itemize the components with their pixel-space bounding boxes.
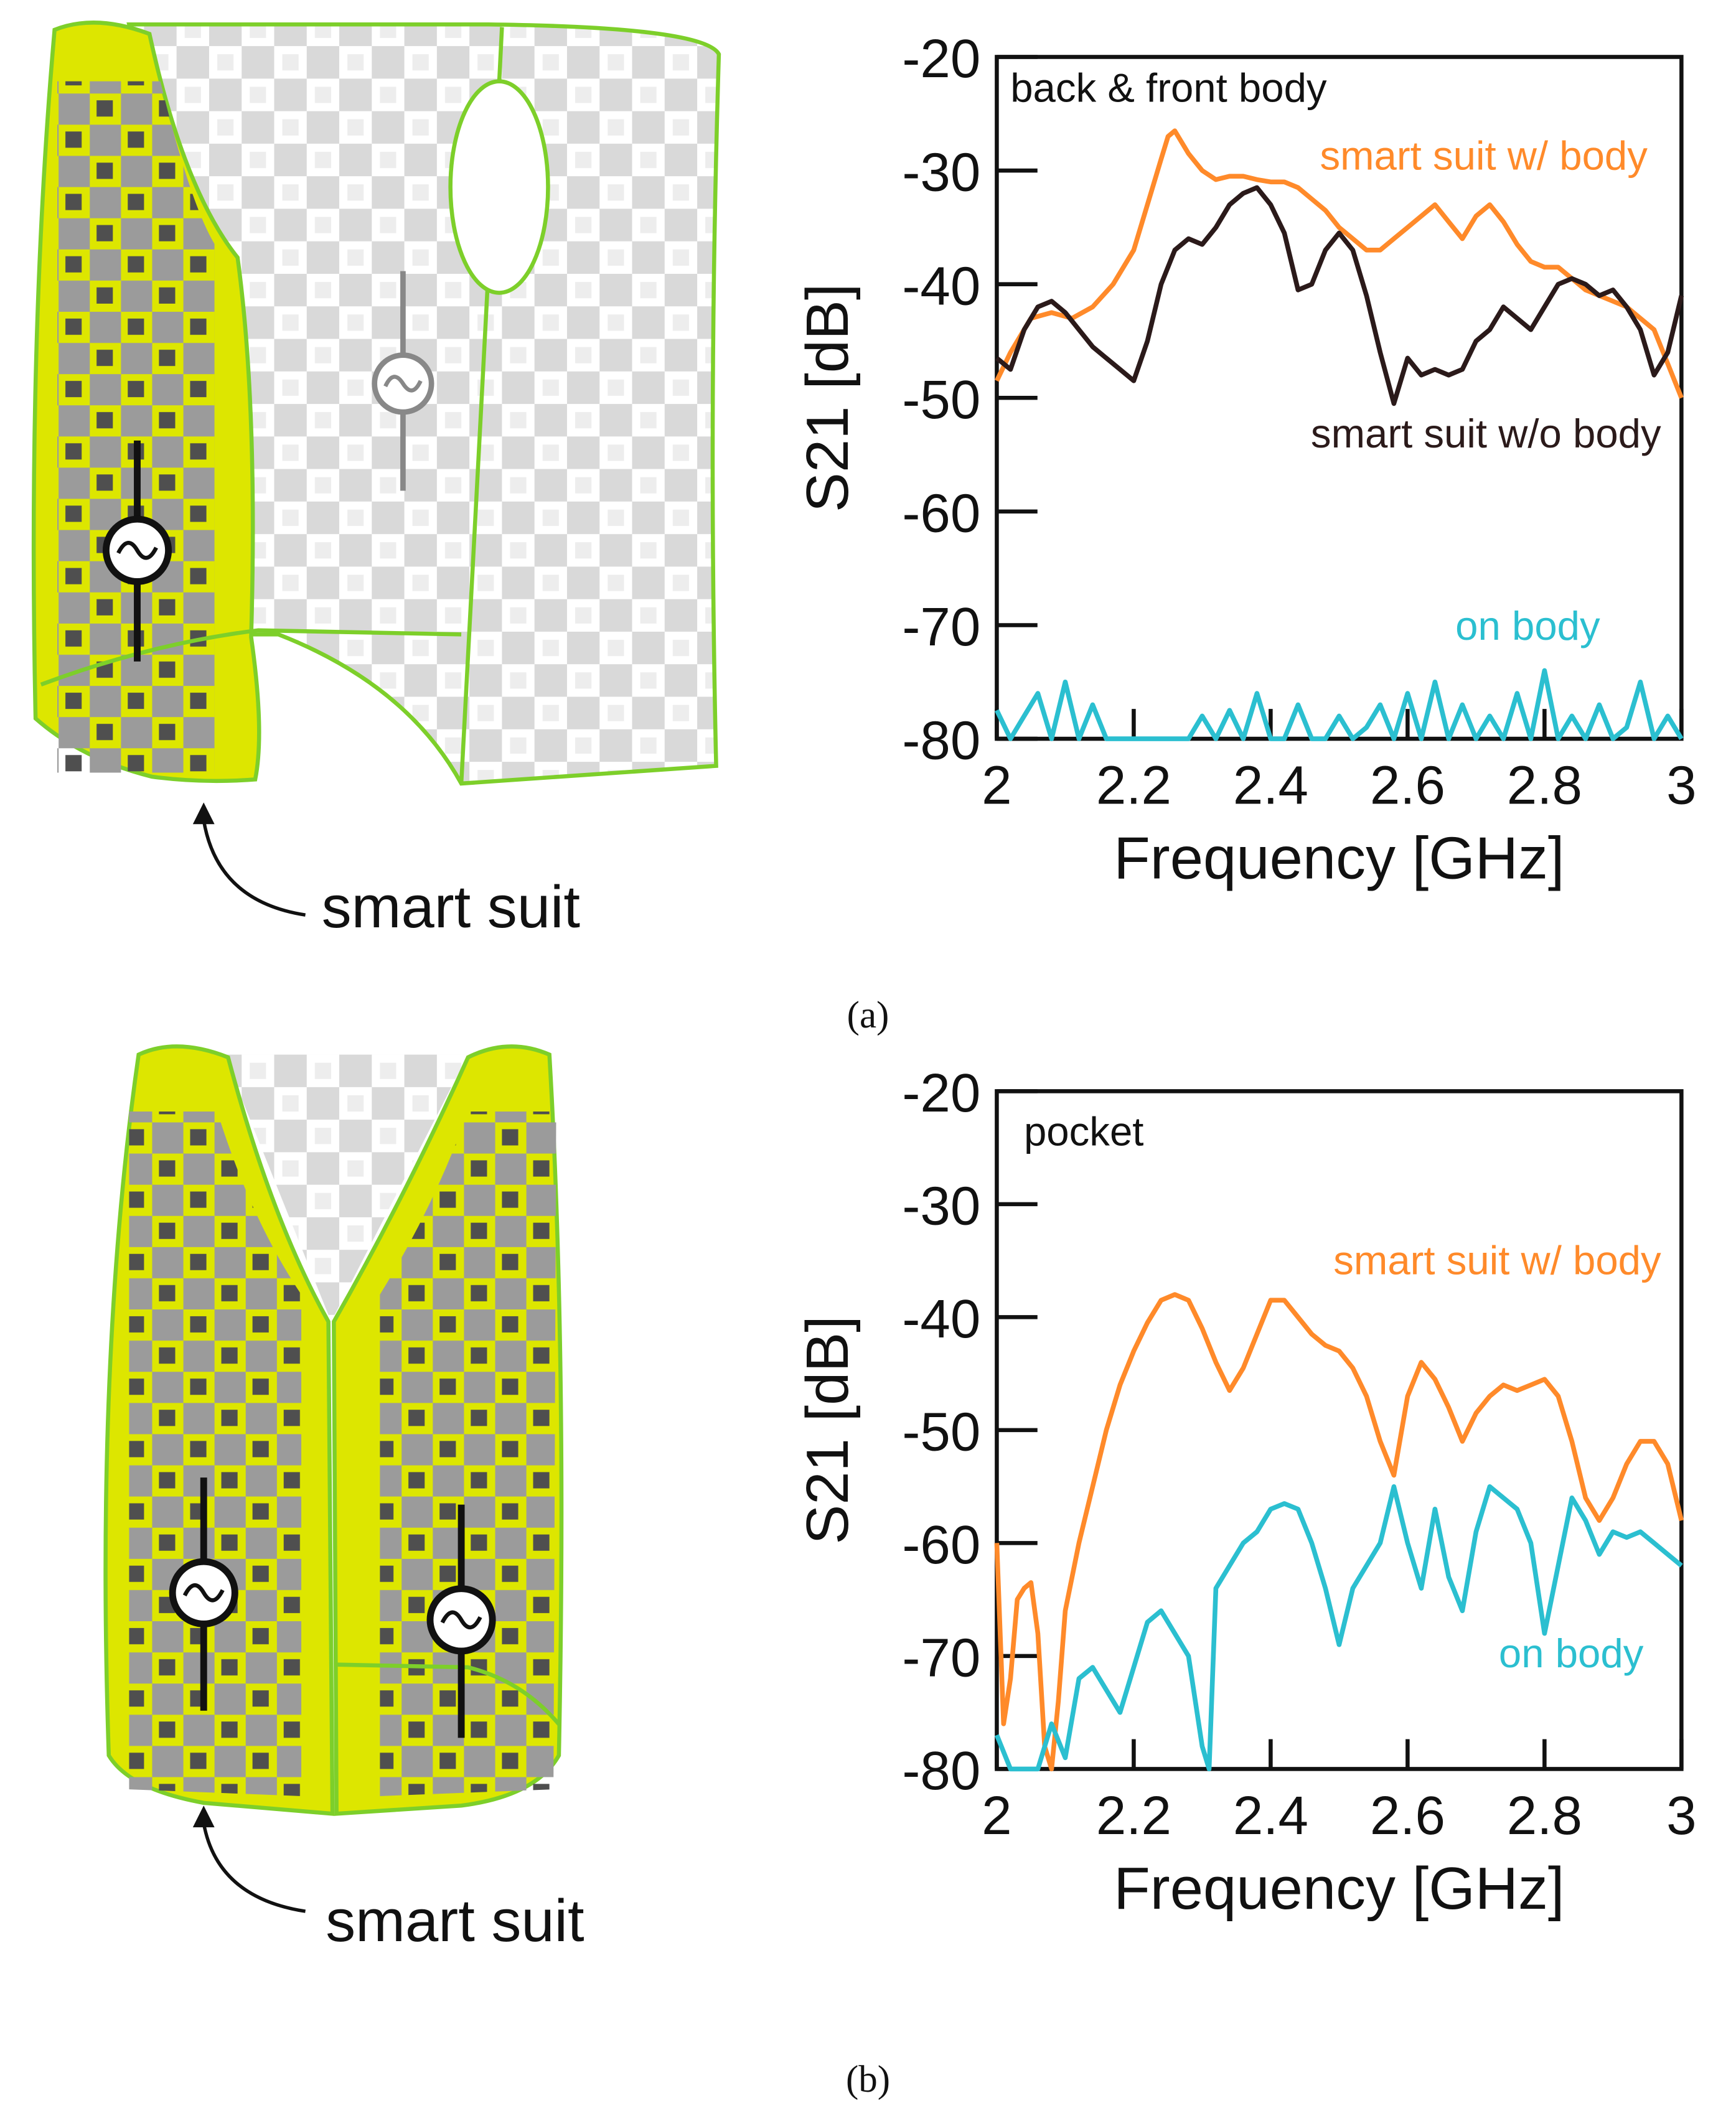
vest-label-arrowhead-a	[192, 802, 215, 825]
vest-checker-right-b	[380, 1112, 556, 1796]
x-tick-label: 2.4	[1233, 1786, 1308, 1846]
y-tick-label: -60	[902, 484, 980, 544]
caption-b: (b)	[846, 2059, 890, 2100]
vest-armhole-a	[448, 79, 550, 295]
antenna-back-a	[372, 271, 434, 491]
vest-checker-front-a	[57, 81, 215, 773]
vest-label-arrowhead-b	[192, 1805, 215, 1828]
x-axis-label: Frequency [GHz]	[1114, 1855, 1564, 1922]
series-line-2	[995, 185, 1684, 406]
y-tick-label: -80	[902, 711, 980, 771]
y-tick-label: -70	[902, 1628, 980, 1688]
vest-label-a: smart suit	[322, 874, 580, 940]
chart-annotation: back & front body	[1010, 65, 1327, 110]
series-label-1: smart suit w/ body	[1333, 1237, 1661, 1283]
x-tick-label: 2	[982, 1786, 1011, 1846]
y-tick-label: -30	[902, 1176, 980, 1237]
y-tick-label: -50	[902, 370, 980, 430]
y-tick-label: -60	[902, 1515, 980, 1575]
caption-a: (a)	[847, 995, 889, 1036]
y-tick-label: -20	[902, 1063, 980, 1123]
vest-hem-line-b	[336, 1662, 561, 1726]
x-tick-label: 2.6	[1370, 1786, 1445, 1846]
vest-label-b: smart suit	[326, 1888, 584, 1954]
vest-label-arrow-a	[202, 820, 306, 917]
x-axis-label: Frequency [GHz]	[1114, 825, 1564, 891]
vest-label-arrow-b	[202, 1823, 306, 1913]
vest-illustration-b: smart suit	[103, 1044, 584, 1954]
x-tick-label: 3	[1666, 1786, 1696, 1846]
x-tick-label: 3	[1666, 756, 1696, 816]
chart-annotation: pocket	[1024, 1108, 1143, 1154]
vest-illustration-a: smart suit	[31, 21, 721, 940]
vest-collar-b	[223, 1054, 468, 1322]
vest-hem-line-a	[40, 628, 462, 686]
vest-side-seam-a	[459, 27, 504, 784]
series-label-3: on body	[1455, 603, 1600, 648]
series-line-2	[994, 1484, 1683, 1772]
x-tick-label: 2.2	[1096, 1786, 1171, 1846]
antenna-front-a	[102, 440, 172, 662]
y-axis-label: S21 [dB]	[794, 283, 861, 512]
series-line-1	[994, 1292, 1684, 1772]
series-label-2: smart suit w/o body	[1311, 411, 1661, 456]
y-tick-label: -70	[902, 597, 980, 657]
x-tick-label: 2.6	[1370, 756, 1445, 816]
y-axis-label: S21 [dB]	[794, 1316, 861, 1545]
y-tick-label: -20	[902, 29, 980, 89]
antenna-right-b	[426, 1504, 496, 1738]
x-tick-label: 2.2	[1096, 756, 1171, 816]
y-tick-label: -30	[902, 143, 980, 203]
antenna-left-b	[169, 1477, 238, 1711]
series-line-3	[994, 668, 1684, 741]
y-tick-label: -50	[902, 1402, 980, 1463]
vest-checker-left-b	[129, 1112, 302, 1796]
y-tick-label: -80	[902, 1741, 980, 1801]
x-tick-label: 2.8	[1507, 1786, 1582, 1846]
x-tick-label: 2.4	[1233, 756, 1308, 816]
y-tick-label: -40	[902, 256, 980, 316]
x-tick-label: 2.8	[1507, 756, 1582, 816]
series-label-1: smart suit w/ body	[1320, 133, 1648, 178]
x-tick-label: 2	[982, 756, 1011, 816]
chart-a: -20 -30 -40 -50 -60 -70 -802 2.2 2.4 2.6 2.8 3 Frequ…	[794, 29, 1697, 891]
series-label-2: on body	[1499, 1631, 1644, 1676]
y-tick-label: -40	[902, 1289, 980, 1349]
chart-b: -20 -30 -40 -50 -60 -70 -802 2.2 2.4 2.6 2.8 3 Frequ…	[794, 1063, 1697, 1922]
